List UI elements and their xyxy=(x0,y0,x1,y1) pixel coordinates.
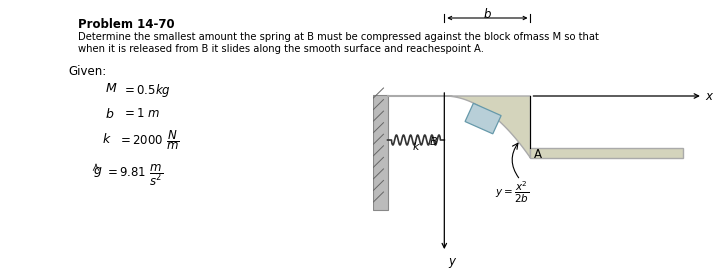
Text: $M$: $M$ xyxy=(105,82,118,95)
Polygon shape xyxy=(465,103,501,134)
Text: $\mathit{g}$: $\mathit{g}$ xyxy=(93,165,103,179)
Text: Problem 14-70: Problem 14-70 xyxy=(78,18,174,31)
Text: $= 1\ m$: $= 1\ m$ xyxy=(122,107,160,120)
Text: when it is released from B it slides along the smooth surface and reachespoint A: when it is released from B it slides alo… xyxy=(78,44,484,54)
Text: $y = \dfrac{x^2}{2b}$: $y = \dfrac{x^2}{2b}$ xyxy=(495,180,529,205)
Text: $k$: $k$ xyxy=(102,132,112,146)
Text: $= 9.81\ \dfrac{m}{s^2}$: $= 9.81\ \dfrac{m}{s^2}$ xyxy=(105,162,163,188)
Text: Given:: Given: xyxy=(68,65,106,78)
Text: $= 0.5kg$: $= 0.5kg$ xyxy=(122,82,171,99)
Text: $b$: $b$ xyxy=(105,107,114,121)
Polygon shape xyxy=(373,95,388,210)
Text: b: b xyxy=(483,8,490,21)
Text: B: B xyxy=(429,137,437,147)
Text: y: y xyxy=(448,255,455,268)
Text: A: A xyxy=(533,148,541,161)
Text: $= 2000\ \dfrac{N}{m}$: $= 2000\ \dfrac{N}{m}$ xyxy=(118,128,180,152)
Polygon shape xyxy=(531,148,683,158)
Text: x: x xyxy=(705,89,712,103)
Text: k: k xyxy=(413,142,419,152)
Polygon shape xyxy=(444,96,531,158)
Text: Determine the smallest amount the spring at B must be compressed against the blo: Determine the smallest amount the spring… xyxy=(78,32,599,42)
